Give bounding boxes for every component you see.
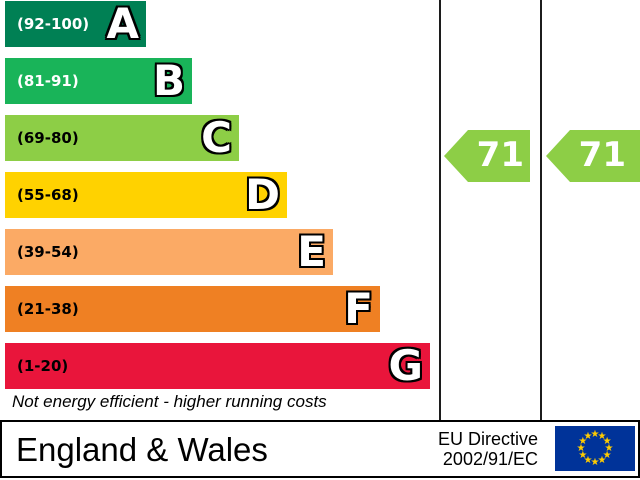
epc-band-f: (21-38) F: [5, 286, 380, 332]
svg-text:★: ★: [603, 436, 612, 447]
epc-band-b: (81-91) B: [5, 58, 192, 104]
not-energy-efficient-note: Not energy efficient - higher running co…: [12, 392, 327, 411]
footer-band: England & Wales EU Directive 2002/91/EC …: [0, 420, 640, 478]
band-range-label: (92-100): [17, 15, 90, 33]
svg-text:★: ★: [591, 429, 600, 440]
svg-text:★: ★: [578, 436, 587, 447]
eu-flag-icon: ★ ★ ★ ★ ★ ★ ★ ★ ★ ★ ★ ★: [555, 426, 635, 471]
band-range-label: (69-80): [17, 129, 79, 147]
current-rating-value: 71: [476, 135, 524, 175]
svg-text:★: ★: [584, 431, 593, 442]
svg-text:★: ★: [591, 457, 600, 468]
left-arrow-icon: [444, 130, 530, 182]
band-range-label: (39-54): [17, 243, 79, 261]
eu-directive-line2: 2002/91/EC: [442, 449, 538, 469]
band-range-label: (21-38): [17, 300, 79, 318]
band-range-label: (81-91): [17, 72, 79, 90]
epc-band-e: (39-54) E: [5, 229, 333, 275]
band-letter: A: [106, 0, 139, 48]
column-divider-potential: [540, 0, 542, 421]
band-range-label: (1-20): [17, 357, 69, 375]
eu-directive-label: EU Directive 2002/91/EC: [438, 422, 538, 476]
band-letter: B: [152, 56, 185, 105]
band-letter: F: [344, 284, 373, 333]
epc-band-a: (92-100) A: [5, 1, 146, 47]
svg-text:★: ★: [603, 450, 612, 461]
svg-text:★: ★: [605, 443, 614, 454]
band-letter: D: [245, 170, 280, 219]
band-letter: E: [297, 227, 326, 276]
epc-band-d: (55-68) D: [5, 172, 287, 218]
potential-rating-value: 71: [578, 135, 626, 175]
svg-text:★: ★: [598, 431, 607, 442]
svg-text:★: ★: [578, 450, 587, 461]
eu-directive-line1: EU Directive: [437, 429, 538, 449]
region-label: England & Wales: [16, 431, 268, 468]
svg-text:★: ★: [577, 443, 586, 454]
band-range-label: (55-68): [17, 186, 79, 204]
svg-text:★: ★: [584, 455, 593, 466]
band-letter: G: [388, 341, 423, 390]
column-divider-current: [439, 0, 441, 421]
potential-rating-arrow: 71: [546, 130, 640, 182]
svg-text:★: ★: [598, 455, 607, 466]
epc-band-g: (1-20) G: [5, 343, 430, 389]
current-rating-arrow: 71: [444, 130, 530, 182]
epc-band-c: (69-80) C: [5, 115, 239, 161]
left-arrow-icon: [546, 130, 640, 182]
band-letter: C: [201, 113, 232, 162]
